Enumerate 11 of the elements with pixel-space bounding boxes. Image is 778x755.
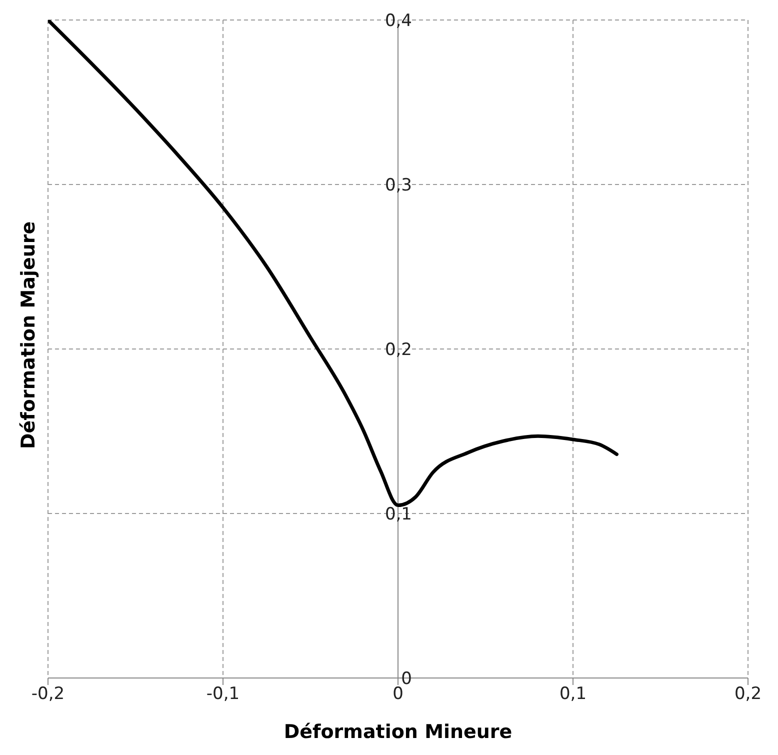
y-tick-label: 0,1	[384, 504, 412, 524]
y-tick-label: 0,2	[384, 340, 412, 360]
x-tick-label: 0,2	[734, 684, 762, 704]
y-axis-title: Déformation Majeure	[18, 221, 40, 449]
x-axis-title: Déformation Mineure	[284, 721, 512, 743]
y-tick-label: 0,3	[384, 176, 412, 196]
x-tick-label: -0,2	[31, 684, 65, 704]
y-tick-label: 0,4	[384, 11, 412, 31]
y-tick-label: 0	[401, 669, 412, 689]
x-tick-label: 0,1	[559, 684, 587, 704]
x-tick-label: -0,1	[206, 684, 240, 704]
